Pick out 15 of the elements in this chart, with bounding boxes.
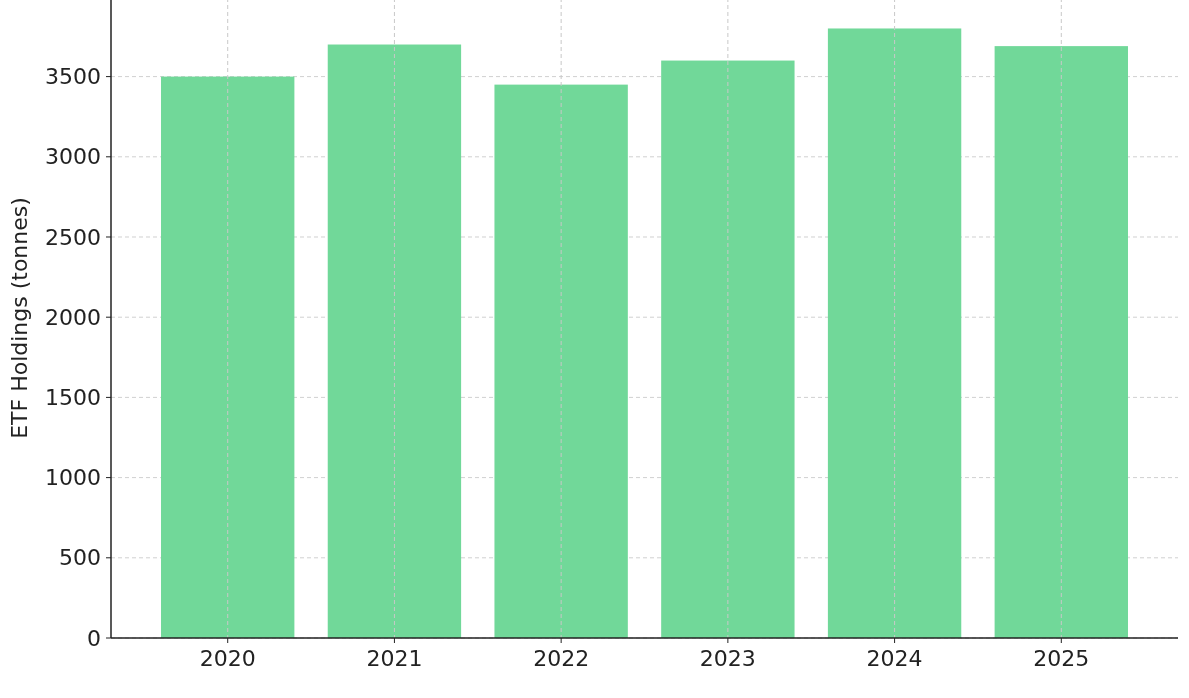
y-axis-title: ETF Holdings (tonnes) bbox=[7, 197, 32, 439]
x-tick-label: 2023 bbox=[699, 646, 756, 671]
y-tick-label: 1000 bbox=[45, 465, 101, 491]
y-tick-label: 500 bbox=[59, 545, 101, 571]
y-tick-label: 2500 bbox=[45, 224, 101, 250]
y-tick-label: 0 bbox=[87, 625, 101, 651]
x-tick-label: 2024 bbox=[866, 646, 923, 671]
y-tick-label: 2000 bbox=[45, 304, 101, 330]
x-tick-label: 2025 bbox=[1033, 646, 1090, 671]
x-tick-label: 2021 bbox=[366, 646, 423, 671]
x-tick-label: 2020 bbox=[199, 646, 256, 671]
y-tick-label: 3500 bbox=[45, 64, 101, 90]
y-tick-label: 1500 bbox=[45, 385, 101, 411]
y-tick-label: 3000 bbox=[45, 144, 101, 170]
x-tick-label: 2022 bbox=[533, 646, 590, 671]
